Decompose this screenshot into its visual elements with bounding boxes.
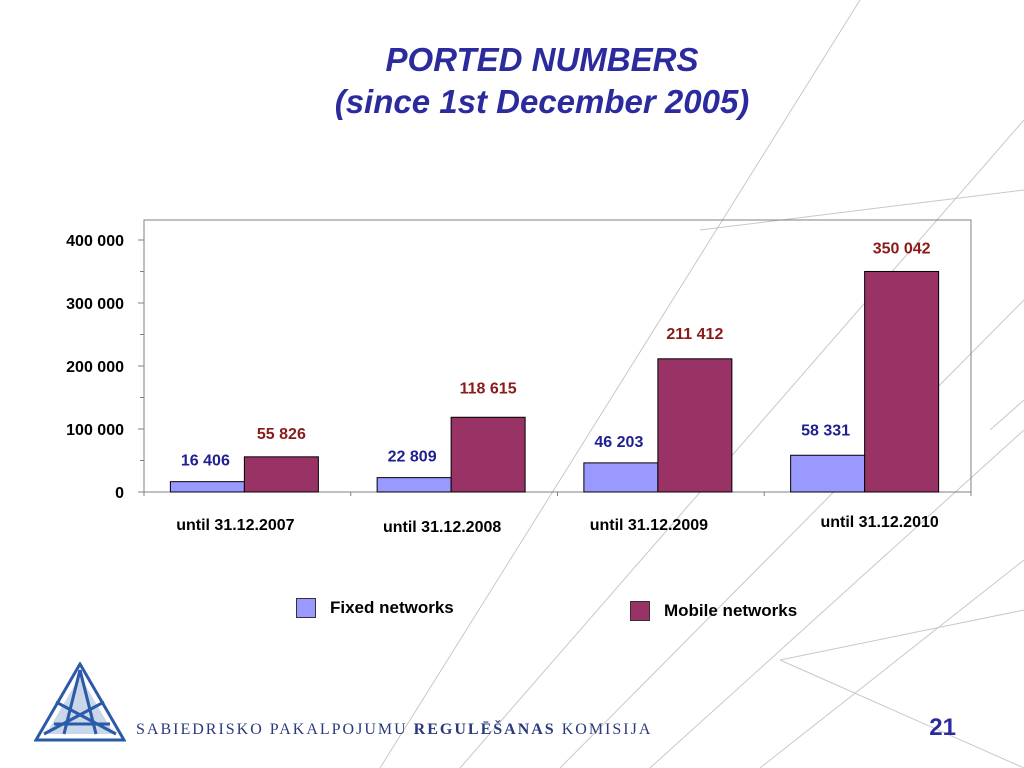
category-label: until 31.12.2009 — [590, 517, 708, 534]
bar-mobile — [243, 456, 319, 493]
data-label-fixed: 58 331 — [801, 422, 850, 439]
bar-fixed — [169, 481, 245, 493]
data-label-mobile: 350 042 — [873, 240, 931, 257]
y-tick-label: 400 000 — [66, 233, 124, 250]
logo-triangle-icon — [34, 662, 126, 742]
legend-mobile-label: Mobile networks — [664, 601, 798, 620]
bar-mobile — [450, 416, 526, 493]
slide-title: PORTED NUMBERS — [385, 41, 699, 78]
data-label-fixed: 46 203 — [594, 434, 643, 451]
data-label-mobile: 55 826 — [257, 426, 306, 443]
category-label: until 31.12.2007 — [176, 517, 294, 534]
bar-mobile — [657, 358, 733, 493]
data-label-mobile: 211 412 — [666, 326, 723, 343]
organization-name-part-1: SABIEDRISKO PAKALPOJUMU — [136, 721, 414, 738]
legend-fixed-swatch — [296, 598, 316, 618]
page-number: 21 — [929, 714, 956, 741]
bar-mobile — [864, 270, 940, 493]
y-tick-label: 300 000 — [66, 296, 124, 313]
y-tick-label: 0 — [115, 485, 124, 502]
data-label-fixed: 16 406 — [181, 453, 230, 470]
y-tick-label: 100 000 — [66, 422, 124, 439]
y-tick-label: 200 000 — [66, 359, 124, 376]
legend-fixed-label: Fixed networks — [330, 598, 454, 617]
organization-name: SABIEDRISKO PAKALPOJUMU REGULĒŠANAS KOMI… — [136, 721, 652, 739]
plot-area — [143, 219, 972, 493]
data-label-fixed: 22 809 — [388, 449, 437, 466]
organization-name-part-2: KOMISIJA — [555, 721, 653, 738]
legend-mobile: Mobile networks — [630, 601, 797, 621]
bar-fixed — [583, 462, 659, 493]
bar-fixed — [376, 477, 452, 493]
bar-fixed — [790, 454, 866, 493]
data-label-mobile: 118 615 — [460, 380, 517, 397]
slide-subtitle: (since 1st December 2005) — [334, 83, 750, 120]
organization-name-bold: REGULĒŠANAS — [413, 721, 556, 738]
legend-mobile-swatch — [630, 601, 650, 621]
category-label: until 31.12.2008 — [383, 519, 501, 536]
category-label: until 31.12.2010 — [820, 514, 938, 531]
legend-fixed: Fixed networks — [296, 598, 454, 618]
